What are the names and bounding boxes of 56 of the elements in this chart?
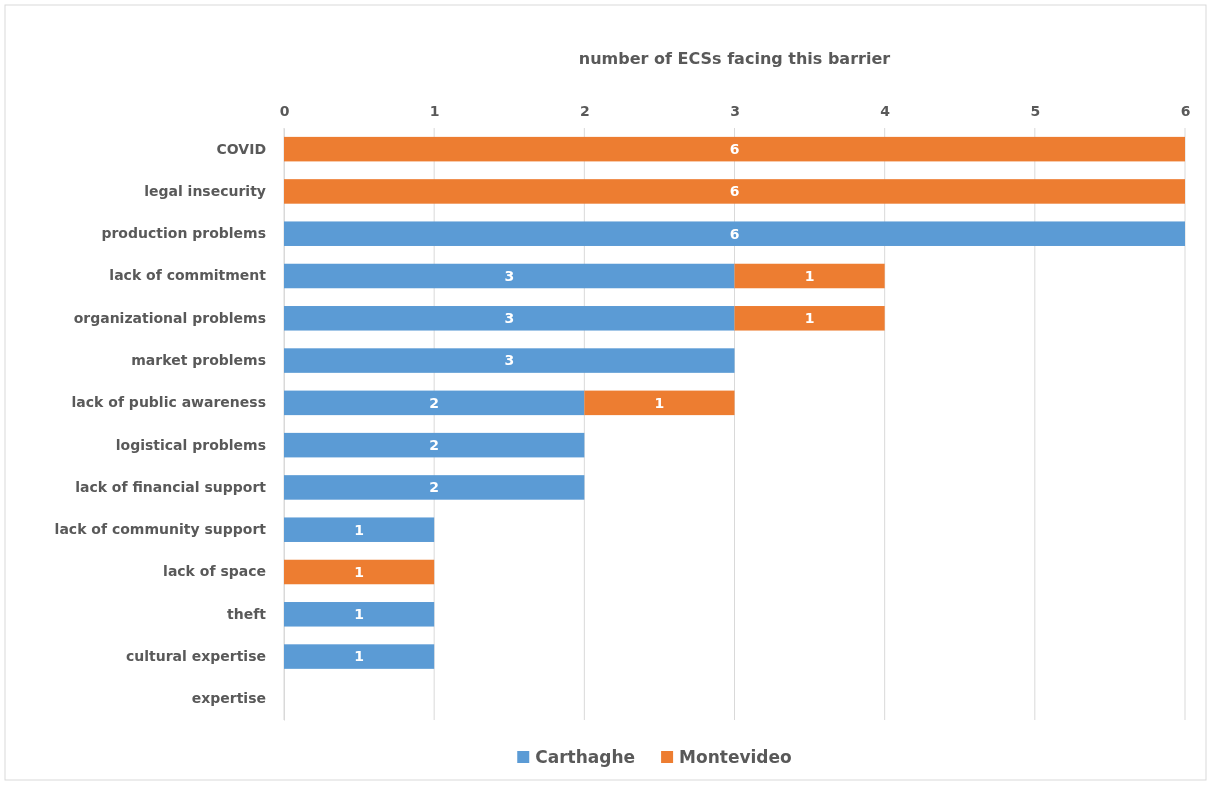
y-tick-label: theft xyxy=(227,605,267,622)
data-label: 1 xyxy=(354,563,364,580)
bar xyxy=(284,559,435,585)
y-tick-label: logistical problems xyxy=(115,436,266,453)
bar xyxy=(734,263,885,289)
bar xyxy=(284,306,735,331)
y-tick-label: lack of public awareness xyxy=(71,394,266,411)
bar xyxy=(284,348,735,373)
legend-label: Montevideo xyxy=(679,746,792,767)
y-tick-label: organizational problems xyxy=(73,309,266,326)
bar xyxy=(284,263,735,289)
y-tick-label: lack of financial support xyxy=(75,478,267,495)
bar xyxy=(284,179,1185,204)
x-tick-label: 1 xyxy=(429,103,440,119)
bar xyxy=(284,390,585,416)
x-tick-label: 6 xyxy=(1180,103,1191,119)
x-axis-title: number of ECSs facing this barrier xyxy=(578,49,891,68)
y-tick-label: lack of space xyxy=(163,563,266,580)
y-tick-label: production problems xyxy=(101,225,266,242)
data-label: 6 xyxy=(729,225,740,242)
x-tick-label: 3 xyxy=(730,103,740,119)
data-label: 2 xyxy=(429,437,440,454)
data-label: 3 xyxy=(504,310,515,327)
data-label: 1 xyxy=(354,606,364,623)
bar xyxy=(284,602,435,627)
data-label: 2 xyxy=(429,479,440,496)
bar xyxy=(584,390,735,416)
legend-label: Carthaghe xyxy=(535,746,636,767)
bar xyxy=(284,644,435,669)
y-tick-label: legal insecurity xyxy=(144,182,266,199)
data-label: 1 xyxy=(354,648,364,665)
bar xyxy=(284,517,435,542)
y-tick-label: lack of community support xyxy=(54,521,267,538)
bar xyxy=(284,136,1185,162)
data-label: 1 xyxy=(354,521,364,538)
data-label: 2 xyxy=(429,394,440,411)
x-tick-label: 0 xyxy=(279,103,290,119)
y-tick-label: COVID xyxy=(216,140,266,157)
data-label: 3 xyxy=(504,352,515,369)
y-tick-label: cultural expertise xyxy=(125,648,266,665)
x-tick-label: 4 xyxy=(880,103,891,119)
bar xyxy=(284,221,1185,246)
bar xyxy=(284,475,585,500)
y-tick-label: market problems xyxy=(131,352,266,369)
data-label: 1 xyxy=(654,394,665,411)
data-label: 1 xyxy=(804,310,815,327)
data-label: 6 xyxy=(729,141,740,158)
y-tick-label: expertise xyxy=(191,690,266,707)
x-tick-label: 5 xyxy=(1030,103,1041,119)
y-tick-label: lack of commitment xyxy=(109,267,267,284)
data-label: 1 xyxy=(804,267,815,284)
data-label: 3 xyxy=(504,267,515,284)
bar xyxy=(284,432,585,458)
bar xyxy=(734,306,885,331)
data-label: 6 xyxy=(729,183,740,200)
x-tick-label: 2 xyxy=(579,103,590,119)
